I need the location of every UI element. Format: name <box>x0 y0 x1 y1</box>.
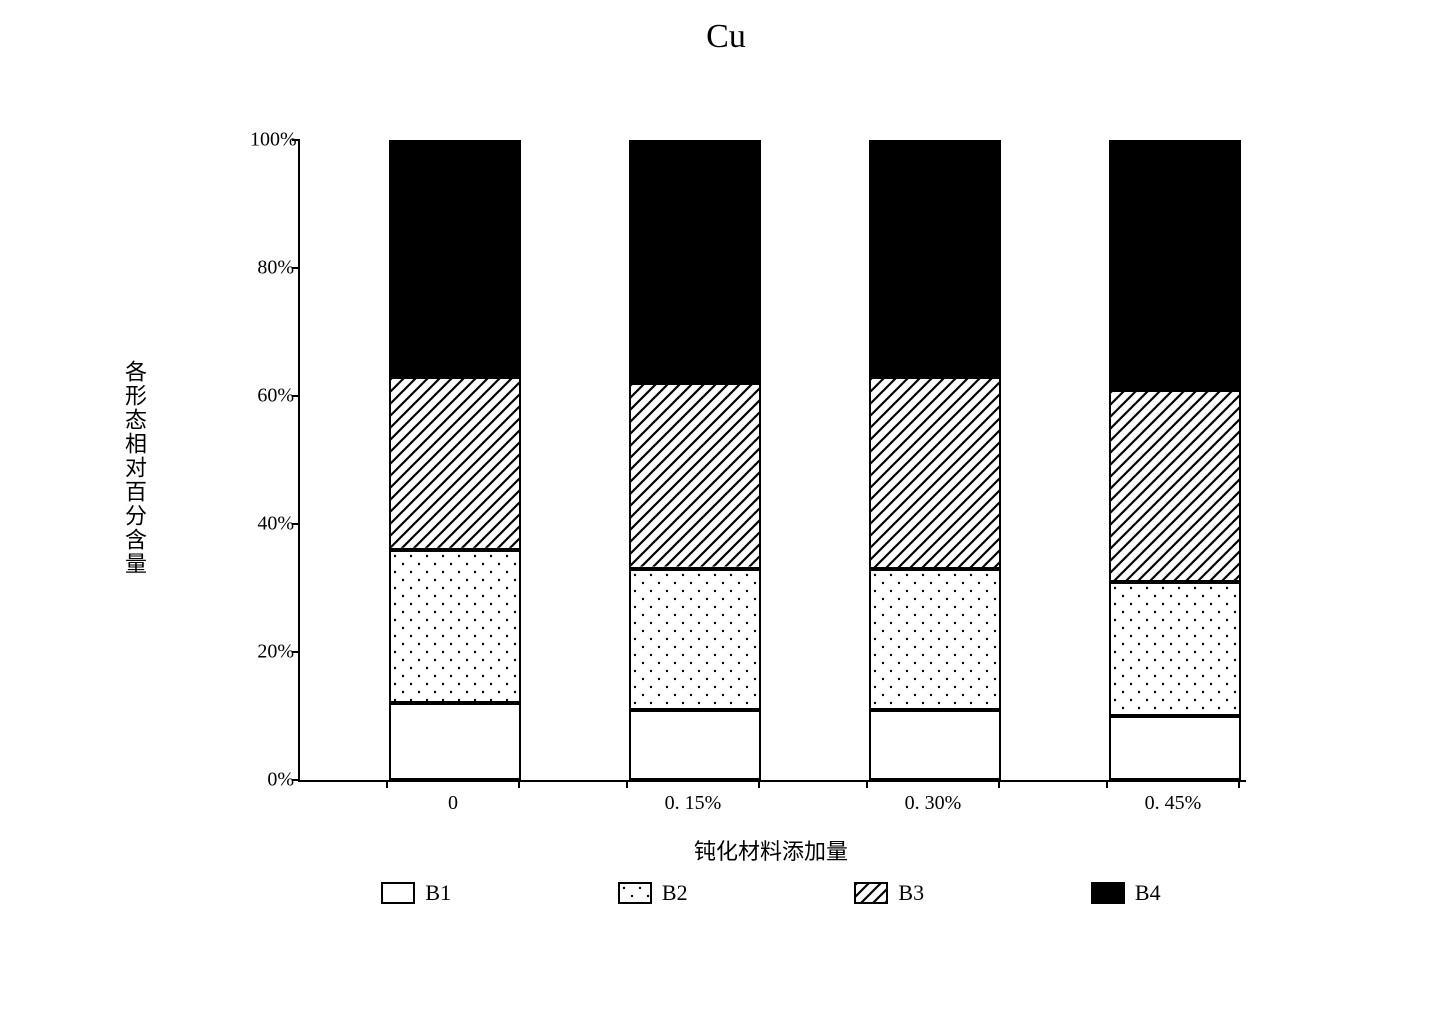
bar-segment <box>389 550 521 704</box>
bar-segment <box>1109 390 1241 582</box>
stacked-bar <box>629 140 761 780</box>
stacked-bar <box>1109 140 1241 780</box>
bar-segment <box>629 569 761 710</box>
x-tick-label: 0. 15% <box>665 792 722 815</box>
legend-label: B1 <box>425 880 451 906</box>
y-tick-mark <box>292 779 300 781</box>
x-tick-label: 0 <box>448 792 458 815</box>
x-tick-mark <box>758 780 760 788</box>
bar-segment <box>629 140 761 383</box>
x-tick-mark <box>998 780 1000 788</box>
bar-segment <box>1109 140 1241 390</box>
legend-swatch <box>1091 882 1125 904</box>
y-tick-mark <box>292 139 300 141</box>
bar-segment <box>629 383 761 569</box>
legend-item: B2 <box>618 880 688 906</box>
y-tick-mark <box>292 523 300 525</box>
y-axis-label: 各形态相对百分含量 <box>118 360 150 576</box>
x-tick-mark <box>1238 780 1240 788</box>
x-axis-label: 钝化材料添加量 <box>298 834 1244 866</box>
bar-segment <box>869 140 1001 377</box>
chart-title: Cu <box>0 18 1452 56</box>
legend-item: B1 <box>381 880 451 906</box>
legend-item: B3 <box>854 880 924 906</box>
legend-item: B4 <box>1091 880 1161 906</box>
y-tick-label: 0% <box>250 769 294 792</box>
legend-label: B3 <box>898 880 924 906</box>
legend-label: B4 <box>1135 880 1161 906</box>
legend: B1 B2 B3 B4 <box>298 880 1244 906</box>
bar-segment <box>1109 582 1241 716</box>
bar-segment <box>869 377 1001 569</box>
x-tick-mark <box>1106 780 1108 788</box>
stacked-bar <box>389 140 521 780</box>
legend-swatch <box>854 882 888 904</box>
bar-segment <box>869 569 1001 710</box>
bar-segment <box>869 710 1001 780</box>
x-tick-mark <box>386 780 388 788</box>
y-tick-mark <box>292 267 300 269</box>
bar-segment <box>389 377 521 550</box>
legend-swatch <box>618 882 652 904</box>
y-tick-label: 20% <box>250 641 294 664</box>
legend-swatch <box>381 882 415 904</box>
x-tick-label: 0. 30% <box>905 792 962 815</box>
x-tick-mark <box>866 780 868 788</box>
x-tick-label: 0. 45% <box>1145 792 1202 815</box>
bar-segment <box>629 710 761 780</box>
y-tick-mark <box>292 395 300 397</box>
bar-segment <box>389 703 521 780</box>
bar-segment <box>389 140 521 377</box>
x-tick-mark <box>626 780 628 788</box>
y-tick-mark <box>292 651 300 653</box>
bar-segment <box>1109 716 1241 780</box>
x-tick-mark <box>518 780 520 788</box>
y-tick-label: 80% <box>250 257 294 280</box>
plot-area <box>298 140 1246 782</box>
y-tick-label: 60% <box>250 385 294 408</box>
legend-label: B2 <box>662 880 688 906</box>
y-tick-label: 40% <box>250 513 294 536</box>
stacked-bar <box>869 140 1001 780</box>
y-tick-label: 100% <box>250 129 294 152</box>
